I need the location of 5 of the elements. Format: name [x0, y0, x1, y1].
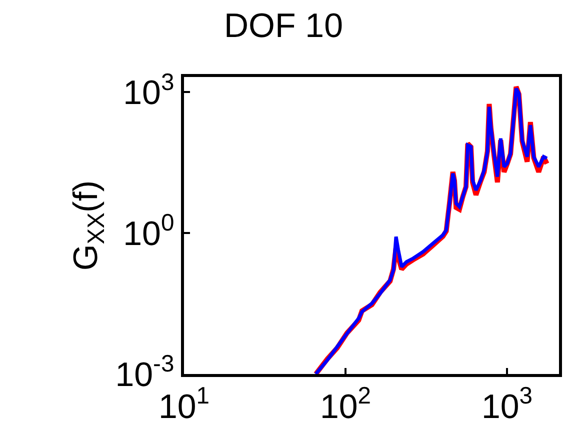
y-tick-label: 10$^{3}$ [123, 68, 174, 112]
x-tick-label: 10$^{2}$ [320, 382, 372, 426]
chart-title: DOF 10 [224, 7, 344, 46]
x-tick-label: 10$^{3}$ [481, 382, 533, 426]
y-tick-label: 10$^{0}$ [123, 210, 174, 253]
